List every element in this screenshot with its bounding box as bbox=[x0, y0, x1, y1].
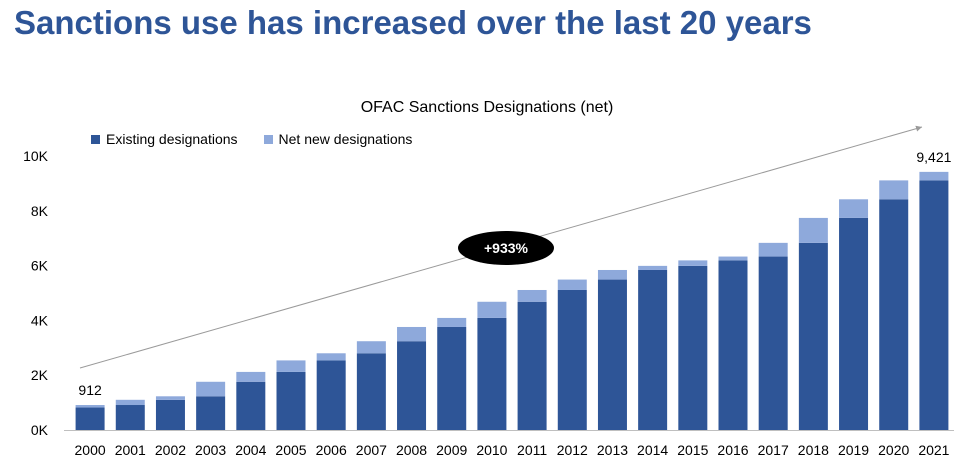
bar-existing-2009 bbox=[437, 326, 467, 430]
x-tick-label: 2011 bbox=[517, 442, 547, 458]
chart-legend: Existing designations Net new designatio… bbox=[91, 131, 412, 147]
legend-label-existing: Existing designations bbox=[106, 131, 238, 147]
growth-annotation: +933% bbox=[484, 240, 529, 256]
bar-net-new-2003 bbox=[196, 381, 226, 397]
x-tick-label: 2006 bbox=[316, 442, 347, 458]
bar-net-new-2013 bbox=[597, 269, 627, 280]
x-tick-label: 2002 bbox=[155, 442, 186, 458]
x-tick-label: 2010 bbox=[476, 442, 507, 458]
bar-net-new-2016 bbox=[718, 256, 748, 261]
bar-existing-2005 bbox=[276, 371, 306, 430]
bar-net-new-2019 bbox=[839, 199, 869, 218]
bar-existing-2010 bbox=[477, 317, 507, 430]
x-tick-label: 2009 bbox=[436, 442, 467, 458]
bar-existing-2006 bbox=[316, 360, 346, 430]
y-tick-label: 0K bbox=[31, 422, 49, 438]
bar-existing-2019 bbox=[839, 217, 869, 430]
bar-net-new-2021 bbox=[919, 171, 949, 181]
y-tick-label: 2K bbox=[31, 367, 49, 383]
bar-existing-2017 bbox=[758, 256, 788, 430]
bar-net-new-2001 bbox=[115, 399, 145, 406]
bar-existing-2007 bbox=[356, 353, 386, 430]
bar-existing-2000 bbox=[75, 407, 105, 430]
bar-net-new-2010 bbox=[477, 301, 507, 318]
x-tick-label: 2018 bbox=[798, 442, 829, 458]
bar-net-new-2004 bbox=[236, 371, 266, 382]
x-tick-label: 2001 bbox=[115, 442, 146, 458]
bar-net-new-2002 bbox=[155, 396, 185, 400]
x-tick-label: 2021 bbox=[918, 442, 949, 458]
bar-net-new-2007 bbox=[356, 341, 386, 354]
x-tick-label: 2003 bbox=[195, 442, 226, 458]
y-tick-label: 8K bbox=[31, 203, 49, 219]
bar-net-new-2008 bbox=[397, 326, 427, 342]
bar-net-new-2020 bbox=[879, 180, 909, 200]
growth-badge bbox=[458, 231, 554, 265]
bar-existing-2016 bbox=[718, 260, 748, 430]
bar-existing-2018 bbox=[798, 242, 828, 430]
data-label: 912 bbox=[78, 382, 102, 398]
bar-net-new-2009 bbox=[437, 317, 467, 327]
bar-existing-2011 bbox=[517, 301, 547, 430]
y-tick-label: 4K bbox=[31, 312, 49, 328]
bar-net-new-2005 bbox=[276, 360, 306, 372]
bar-net-new-2006 bbox=[316, 353, 346, 361]
bar-existing-2003 bbox=[196, 396, 226, 430]
legend-swatch-net-new bbox=[263, 134, 273, 144]
chart-title: OFAC Sanctions Designations (net) bbox=[360, 99, 614, 116]
x-tick-label: 2020 bbox=[878, 442, 909, 458]
bar-net-new-2000 bbox=[75, 405, 105, 408]
x-tick-label: 2017 bbox=[758, 442, 789, 458]
slide-title: Sanctions use has increased over the las… bbox=[14, 4, 812, 41]
bar-net-new-2017 bbox=[758, 242, 788, 257]
bar-existing-2008 bbox=[397, 341, 427, 430]
bar-existing-2001 bbox=[115, 405, 145, 430]
x-tick-label: 2008 bbox=[396, 442, 427, 458]
x-tick-label: 2012 bbox=[557, 442, 588, 458]
bar-existing-2012 bbox=[557, 289, 587, 430]
x-tick-label: 2016 bbox=[717, 442, 748, 458]
x-tick-label: 2004 bbox=[235, 442, 266, 458]
bar-existing-2013 bbox=[597, 279, 627, 430]
x-tick-label: 2015 bbox=[677, 442, 708, 458]
bar-existing-2021 bbox=[919, 180, 949, 430]
legend-label-net-new: Net new designations bbox=[278, 131, 413, 147]
bar-net-new-2014 bbox=[638, 265, 668, 270]
x-tick-label: 2005 bbox=[275, 442, 306, 458]
bar-existing-2014 bbox=[638, 269, 668, 430]
bar-existing-2015 bbox=[678, 265, 708, 430]
bar-existing-2002 bbox=[155, 399, 185, 430]
bar-net-new-2018 bbox=[798, 217, 828, 243]
bar-net-new-2011 bbox=[517, 289, 547, 302]
x-tick-label: 2000 bbox=[75, 442, 106, 458]
bar-existing-2020 bbox=[879, 199, 909, 430]
x-tick-label: 2007 bbox=[356, 442, 387, 458]
legend-item-existing: Existing designations bbox=[91, 131, 238, 147]
y-tick-label: 10K bbox=[23, 148, 49, 164]
data-label: 9,421 bbox=[916, 149, 951, 165]
x-tick-label: 2013 bbox=[597, 442, 628, 458]
legend-item-net-new: Net new designations bbox=[263, 131, 413, 147]
x-tick-label: 2014 bbox=[637, 442, 668, 458]
bar-net-new-2012 bbox=[557, 279, 587, 290]
x-tick-label: 2019 bbox=[838, 442, 869, 458]
bar-existing-2004 bbox=[236, 381, 266, 430]
bar-net-new-2015 bbox=[678, 260, 708, 266]
y-tick-label: 6K bbox=[31, 258, 49, 274]
legend-swatch-existing bbox=[91, 134, 100, 144]
